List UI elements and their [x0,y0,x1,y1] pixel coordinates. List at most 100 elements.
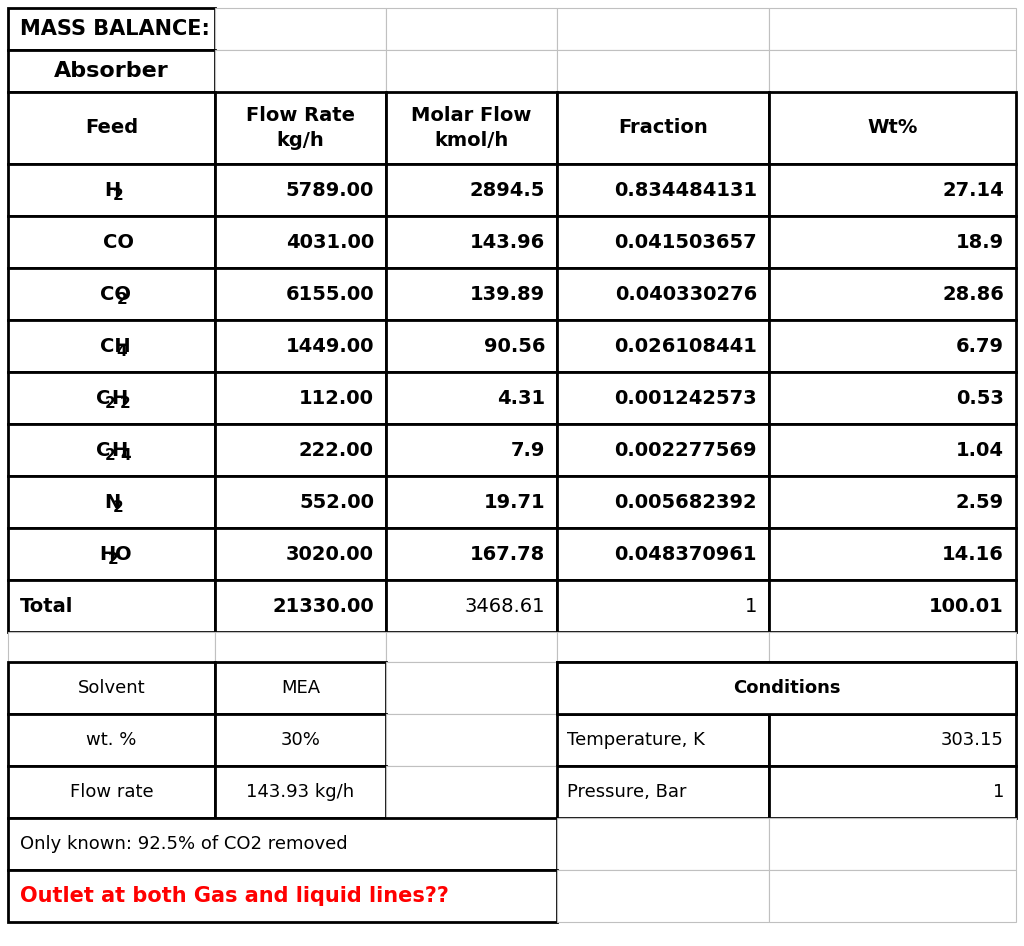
Bar [215,8,386,50]
Text: H: H [112,441,128,460]
Text: 552.00: 552.00 [299,493,374,512]
Bar [8,528,215,580]
Text: 0.834484131: 0.834484131 [614,181,757,200]
Text: Solvent: Solvent [78,679,145,697]
Text: CO: CO [102,233,134,252]
Bar [769,662,1016,714]
Bar [215,476,386,528]
Bar [386,372,557,424]
Bar [557,50,769,92]
Bar [8,320,215,372]
Text: 27.14: 27.14 [942,181,1004,200]
Text: H: H [99,545,116,564]
Text: 4: 4 [117,343,127,359]
Bar [215,528,386,580]
Bar [8,476,215,528]
Text: 2.59: 2.59 [955,493,1004,512]
Text: 2: 2 [120,395,131,411]
Bar [557,476,769,528]
Text: CO: CO [99,285,131,304]
Text: 2: 2 [104,447,116,463]
Bar [769,50,1016,92]
Text: 4031.00: 4031.00 [286,233,374,252]
Bar [557,8,769,50]
Bar [557,766,769,818]
Text: 2: 2 [109,552,119,567]
Text: O: O [115,545,131,564]
Bar [386,92,557,164]
Bar [769,372,1016,424]
Bar [557,580,769,632]
Bar [215,164,386,216]
Bar [557,92,769,164]
Text: 14.16: 14.16 [942,545,1004,564]
Text: H: H [112,389,128,408]
Bar [769,714,1016,766]
Bar [769,164,1016,216]
Bar [215,372,386,424]
Text: MASS BALANCE:: MASS BALANCE: [20,19,210,39]
Bar [386,8,557,50]
Bar [8,268,215,320]
Bar [557,216,769,268]
Bar [769,216,1016,268]
Text: MEA: MEA [281,679,319,697]
Text: 143.93 kg/h: 143.93 kg/h [246,783,354,801]
Text: 100.01: 100.01 [929,597,1004,616]
Text: 112.00: 112.00 [299,389,374,408]
Text: 1.04: 1.04 [956,441,1004,460]
Text: Total: Total [20,597,74,616]
Bar [769,424,1016,476]
Bar [215,268,386,320]
Text: Temperature, K: Temperature, K [567,731,706,749]
Bar [769,766,1016,818]
Bar [215,766,386,818]
Bar [386,50,557,92]
Text: H: H [103,181,120,200]
Bar [557,372,769,424]
Text: 1449.00: 1449.00 [286,337,374,356]
Text: 0.048370961: 0.048370961 [614,545,757,564]
Bar [386,714,557,766]
Bar [8,766,215,818]
Text: 18.9: 18.9 [955,233,1004,252]
Text: 19.71: 19.71 [483,493,546,512]
Bar [386,268,557,320]
Bar [8,164,215,216]
Bar [8,714,215,766]
Bar [386,216,557,268]
Text: 167.78: 167.78 [470,545,546,564]
Bar [215,92,386,164]
Bar [215,216,386,268]
Text: wt. %: wt. % [86,731,136,749]
Bar [8,818,557,870]
Text: 30%: 30% [281,731,321,749]
Bar [769,632,1016,662]
Text: 28.86: 28.86 [942,285,1004,304]
Text: 4.31: 4.31 [498,389,546,408]
Text: 0.001242573: 0.001242573 [614,389,757,408]
Text: Only known: 92.5% of CO2 removed: Only known: 92.5% of CO2 removed [20,835,347,853]
Text: Flow rate: Flow rate [70,783,154,801]
Text: 303.15: 303.15 [941,731,1004,749]
Text: Outlet at both Gas and liquid lines??: Outlet at both Gas and liquid lines?? [20,886,449,906]
Bar [215,580,386,632]
Text: C: C [96,441,111,460]
Bar [8,372,215,424]
Bar [769,268,1016,320]
Text: 90.56: 90.56 [484,337,546,356]
Bar [769,8,1016,50]
Bar [386,528,557,580]
Bar [8,216,215,268]
Bar [769,580,1016,632]
Text: 1: 1 [744,597,757,616]
Text: 2: 2 [113,187,123,202]
Text: CH: CH [99,337,130,356]
Bar [215,662,386,714]
Text: 2894.5: 2894.5 [470,181,546,200]
Bar [386,766,557,818]
Text: 7.9: 7.9 [511,441,546,460]
Text: 0.026108441: 0.026108441 [614,337,757,356]
Bar [386,662,557,714]
Bar [557,632,769,662]
